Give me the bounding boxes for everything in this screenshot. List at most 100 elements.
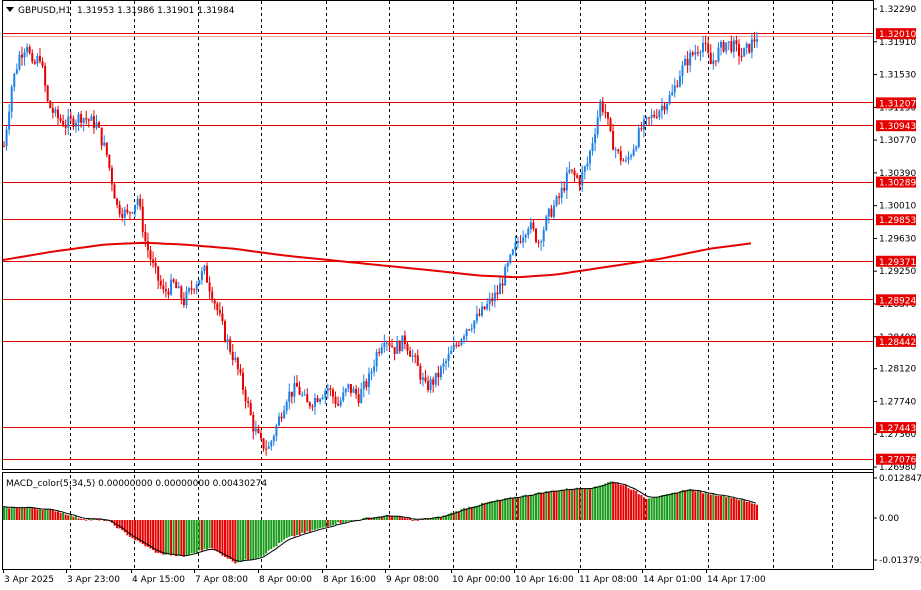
price-tick-label: 1.32290 bbox=[879, 5, 916, 15]
candle-body bbox=[409, 350, 412, 357]
macd-bar bbox=[56, 511, 59, 520]
candle bbox=[668, 90, 671, 106]
candle-body bbox=[126, 209, 129, 213]
candle-body bbox=[709, 52, 712, 65]
candle-body bbox=[573, 170, 576, 176]
candle-body bbox=[470, 328, 473, 330]
candle-body bbox=[622, 160, 625, 162]
time-tick-label: 4 Apr 15:00 bbox=[132, 575, 185, 585]
macd-bar bbox=[337, 520, 340, 523]
candle bbox=[342, 386, 345, 403]
candle-body bbox=[370, 371, 373, 374]
candle bbox=[612, 124, 615, 151]
macd-bar bbox=[601, 484, 604, 520]
candle bbox=[560, 180, 563, 204]
candle-body bbox=[691, 52, 694, 55]
candle bbox=[493, 284, 496, 308]
candle bbox=[401, 335, 404, 352]
candle-body bbox=[260, 432, 262, 439]
candle-body bbox=[20, 54, 23, 58]
candle-body bbox=[59, 118, 62, 121]
candle-body bbox=[100, 127, 103, 146]
macd-bar bbox=[316, 520, 319, 529]
macd-bar bbox=[290, 520, 293, 536]
macd-bar bbox=[221, 520, 224, 556]
triangle-down-icon[interactable] bbox=[6, 7, 14, 12]
time-tick-label: 10 Apr 16:00 bbox=[515, 575, 574, 585]
level-tag-bg bbox=[876, 120, 916, 132]
candle bbox=[28, 44, 31, 55]
macd-bar bbox=[331, 520, 334, 526]
macd-bar bbox=[702, 493, 705, 520]
candle bbox=[290, 391, 293, 404]
macd-bar bbox=[493, 500, 496, 520]
candle-body bbox=[10, 86, 13, 112]
macd-bar bbox=[565, 488, 568, 520]
candle bbox=[686, 51, 689, 73]
candle-body bbox=[499, 283, 502, 295]
candle-body bbox=[344, 388, 347, 393]
candle bbox=[262, 437, 265, 452]
candle bbox=[691, 50, 694, 57]
candle-body bbox=[522, 237, 525, 243]
chart-header: GBPUSD,H1 1.31953 1.31986 1.31901 1.3198… bbox=[6, 6, 235, 16]
candle-body bbox=[285, 401, 288, 411]
candle-body bbox=[157, 266, 160, 281]
candle-body bbox=[211, 291, 214, 301]
macd-bar bbox=[427, 518, 430, 520]
candle-body bbox=[722, 41, 725, 52]
candle-body bbox=[488, 298, 491, 304]
candle-body bbox=[103, 142, 106, 146]
candle-body bbox=[352, 388, 355, 393]
candle-body bbox=[486, 303, 489, 310]
candlesticks bbox=[3, 31, 759, 456]
macd-bar bbox=[630, 489, 633, 520]
macd-bar bbox=[28, 506, 31, 520]
candle bbox=[527, 226, 530, 239]
macd-bar bbox=[3, 506, 5, 520]
candle bbox=[288, 383, 291, 410]
candle-body bbox=[380, 347, 383, 354]
candle-body bbox=[527, 229, 530, 235]
candle bbox=[676, 80, 679, 88]
macd-bar bbox=[517, 497, 519, 520]
candle bbox=[604, 103, 607, 119]
candle bbox=[432, 376, 435, 393]
macd-bar bbox=[90, 519, 93, 521]
candle bbox=[46, 84, 49, 103]
candle-body bbox=[481, 306, 484, 316]
candle-body bbox=[326, 388, 329, 392]
macd-bar bbox=[85, 519, 88, 521]
macd-bar bbox=[293, 520, 296, 537]
candle-body bbox=[707, 43, 710, 53]
macd-bar bbox=[552, 490, 555, 520]
macd-bar bbox=[689, 488, 692, 520]
candle bbox=[337, 396, 340, 407]
candle bbox=[460, 338, 463, 347]
candle bbox=[504, 264, 507, 286]
macd-bar bbox=[725, 497, 728, 520]
candle-body bbox=[568, 169, 571, 173]
macd-bar bbox=[658, 496, 661, 520]
macd-bar bbox=[144, 520, 147, 547]
candle bbox=[409, 346, 412, 357]
macd-bar bbox=[532, 494, 535, 520]
candle-body bbox=[162, 285, 165, 290]
macd-bar bbox=[182, 520, 185, 557]
candle-body bbox=[432, 379, 435, 385]
macd-bar bbox=[491, 501, 494, 520]
candle-body bbox=[373, 366, 376, 372]
macd-bar bbox=[622, 485, 625, 520]
macd-bar bbox=[403, 518, 406, 520]
candle bbox=[393, 346, 396, 361]
candle bbox=[339, 397, 342, 408]
candle-body bbox=[640, 128, 643, 130]
candle bbox=[208, 276, 211, 299]
macd-bar bbox=[735, 499, 738, 520]
level-tag-bg bbox=[876, 294, 916, 306]
macd-bar bbox=[378, 516, 381, 520]
candle bbox=[108, 154, 111, 171]
candle-body bbox=[581, 172, 584, 186]
candle bbox=[373, 359, 376, 377]
